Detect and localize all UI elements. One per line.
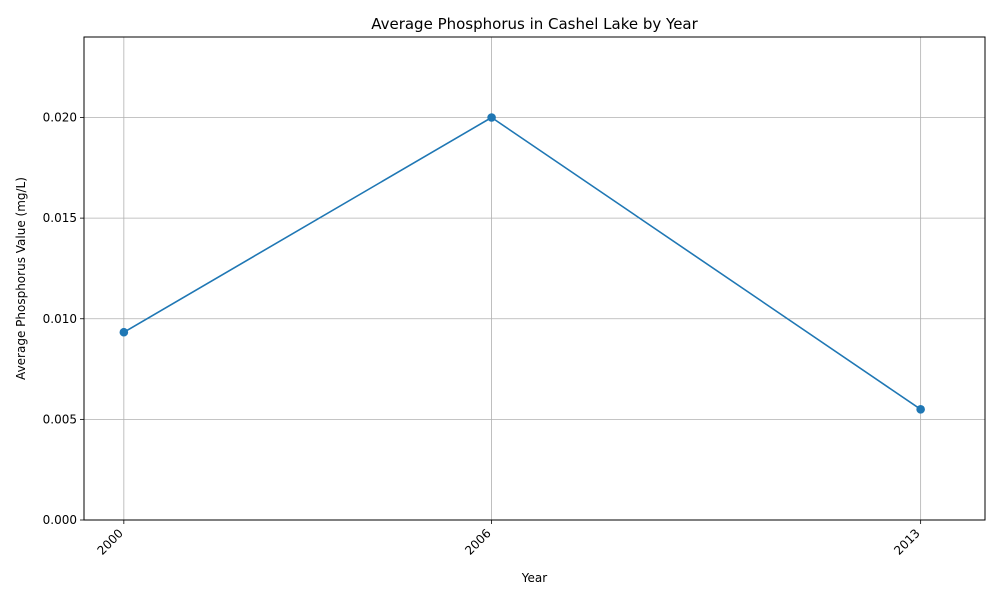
y-tick-label: 0.010 <box>43 312 77 326</box>
chart-title: Average Phosphorus in Cashel Lake by Yea… <box>371 15 698 33</box>
y-axis-title: Average Phosphorus Value (mg/L) <box>14 177 28 380</box>
y-tick-label: 0.000 <box>43 513 77 527</box>
plot-area <box>84 37 985 520</box>
y-tick-label: 0.005 <box>43 412 77 426</box>
x-axis-title: Year <box>521 571 547 585</box>
data-point <box>487 113 496 122</box>
data-point <box>916 405 925 414</box>
data-point <box>119 327 129 337</box>
series-layer <box>119 113 925 414</box>
y-tick-label: 0.015 <box>43 211 77 225</box>
y-tick-label: 0.020 <box>43 111 77 125</box>
plot-frame <box>83 36 986 521</box>
